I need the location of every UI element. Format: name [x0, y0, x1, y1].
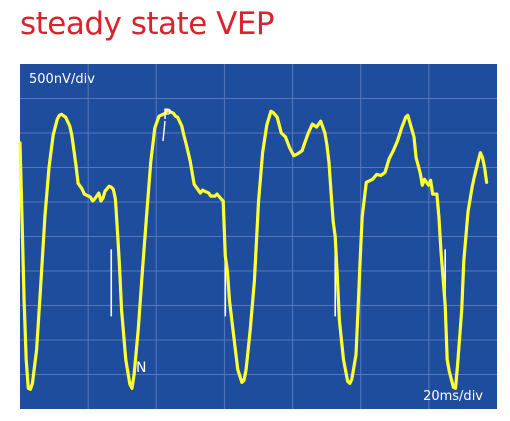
- vep-trace: [18, 108, 489, 391]
- p-peak-tick: [162, 120, 166, 142]
- p-label: P: [163, 107, 171, 123]
- time-scale-label: 20ms/div: [423, 389, 483, 404]
- chart-title: steady state VEP: [20, 6, 275, 42]
- amplitude-scale-label: 500nV/div: [29, 72, 95, 87]
- grid: [20, 64, 497, 409]
- n-label: N: [136, 360, 146, 376]
